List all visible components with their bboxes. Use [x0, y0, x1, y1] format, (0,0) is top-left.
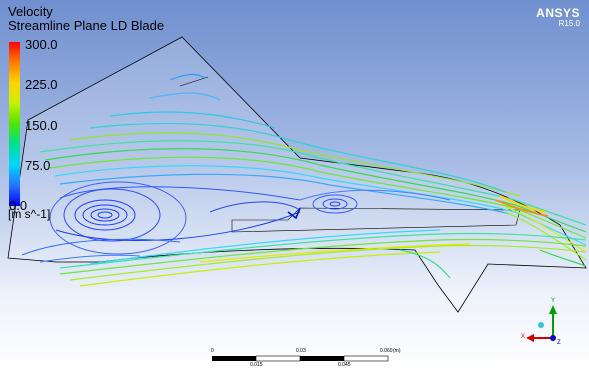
legend-subtitle: Streamline Plane LD Blade [8, 18, 165, 33]
scale-label: 0.045 [338, 362, 351, 368]
legend-title: Velocity [8, 4, 53, 19]
axis-label-y: Y [551, 298, 556, 304]
color-bar [9, 42, 20, 206]
legend-units: [m s^-1] [8, 207, 51, 221]
legend-tick: 225.0 [25, 77, 58, 92]
brand-version: R15.0 [558, 19, 580, 28]
legend-tick: 150.0 [25, 118, 58, 133]
scale-label: 0 [211, 348, 214, 354]
legend-tick: 75.0 [25, 158, 51, 173]
legend-tick: 300.0 [25, 37, 58, 52]
brand-name: ANSYS [536, 6, 580, 20]
scale-label: 0.03 [296, 348, 306, 354]
vortex-streamlines [21, 181, 451, 263]
brand-logo: ANSYS R15.0 [536, 7, 580, 28]
domain-outline [7, 36, 587, 313]
axis-label-z: Z [557, 340, 561, 346]
axis-label-x: X [521, 334, 526, 340]
upper-streamlines [39, 73, 587, 261]
scale-label: 0.060 [380, 348, 393, 354]
legend-tick: 0.0 [9, 198, 28, 213]
scale-label: 0.015 [250, 362, 263, 368]
scale-unit: (m) [393, 348, 401, 354]
lower-streamlines [59, 229, 587, 287]
